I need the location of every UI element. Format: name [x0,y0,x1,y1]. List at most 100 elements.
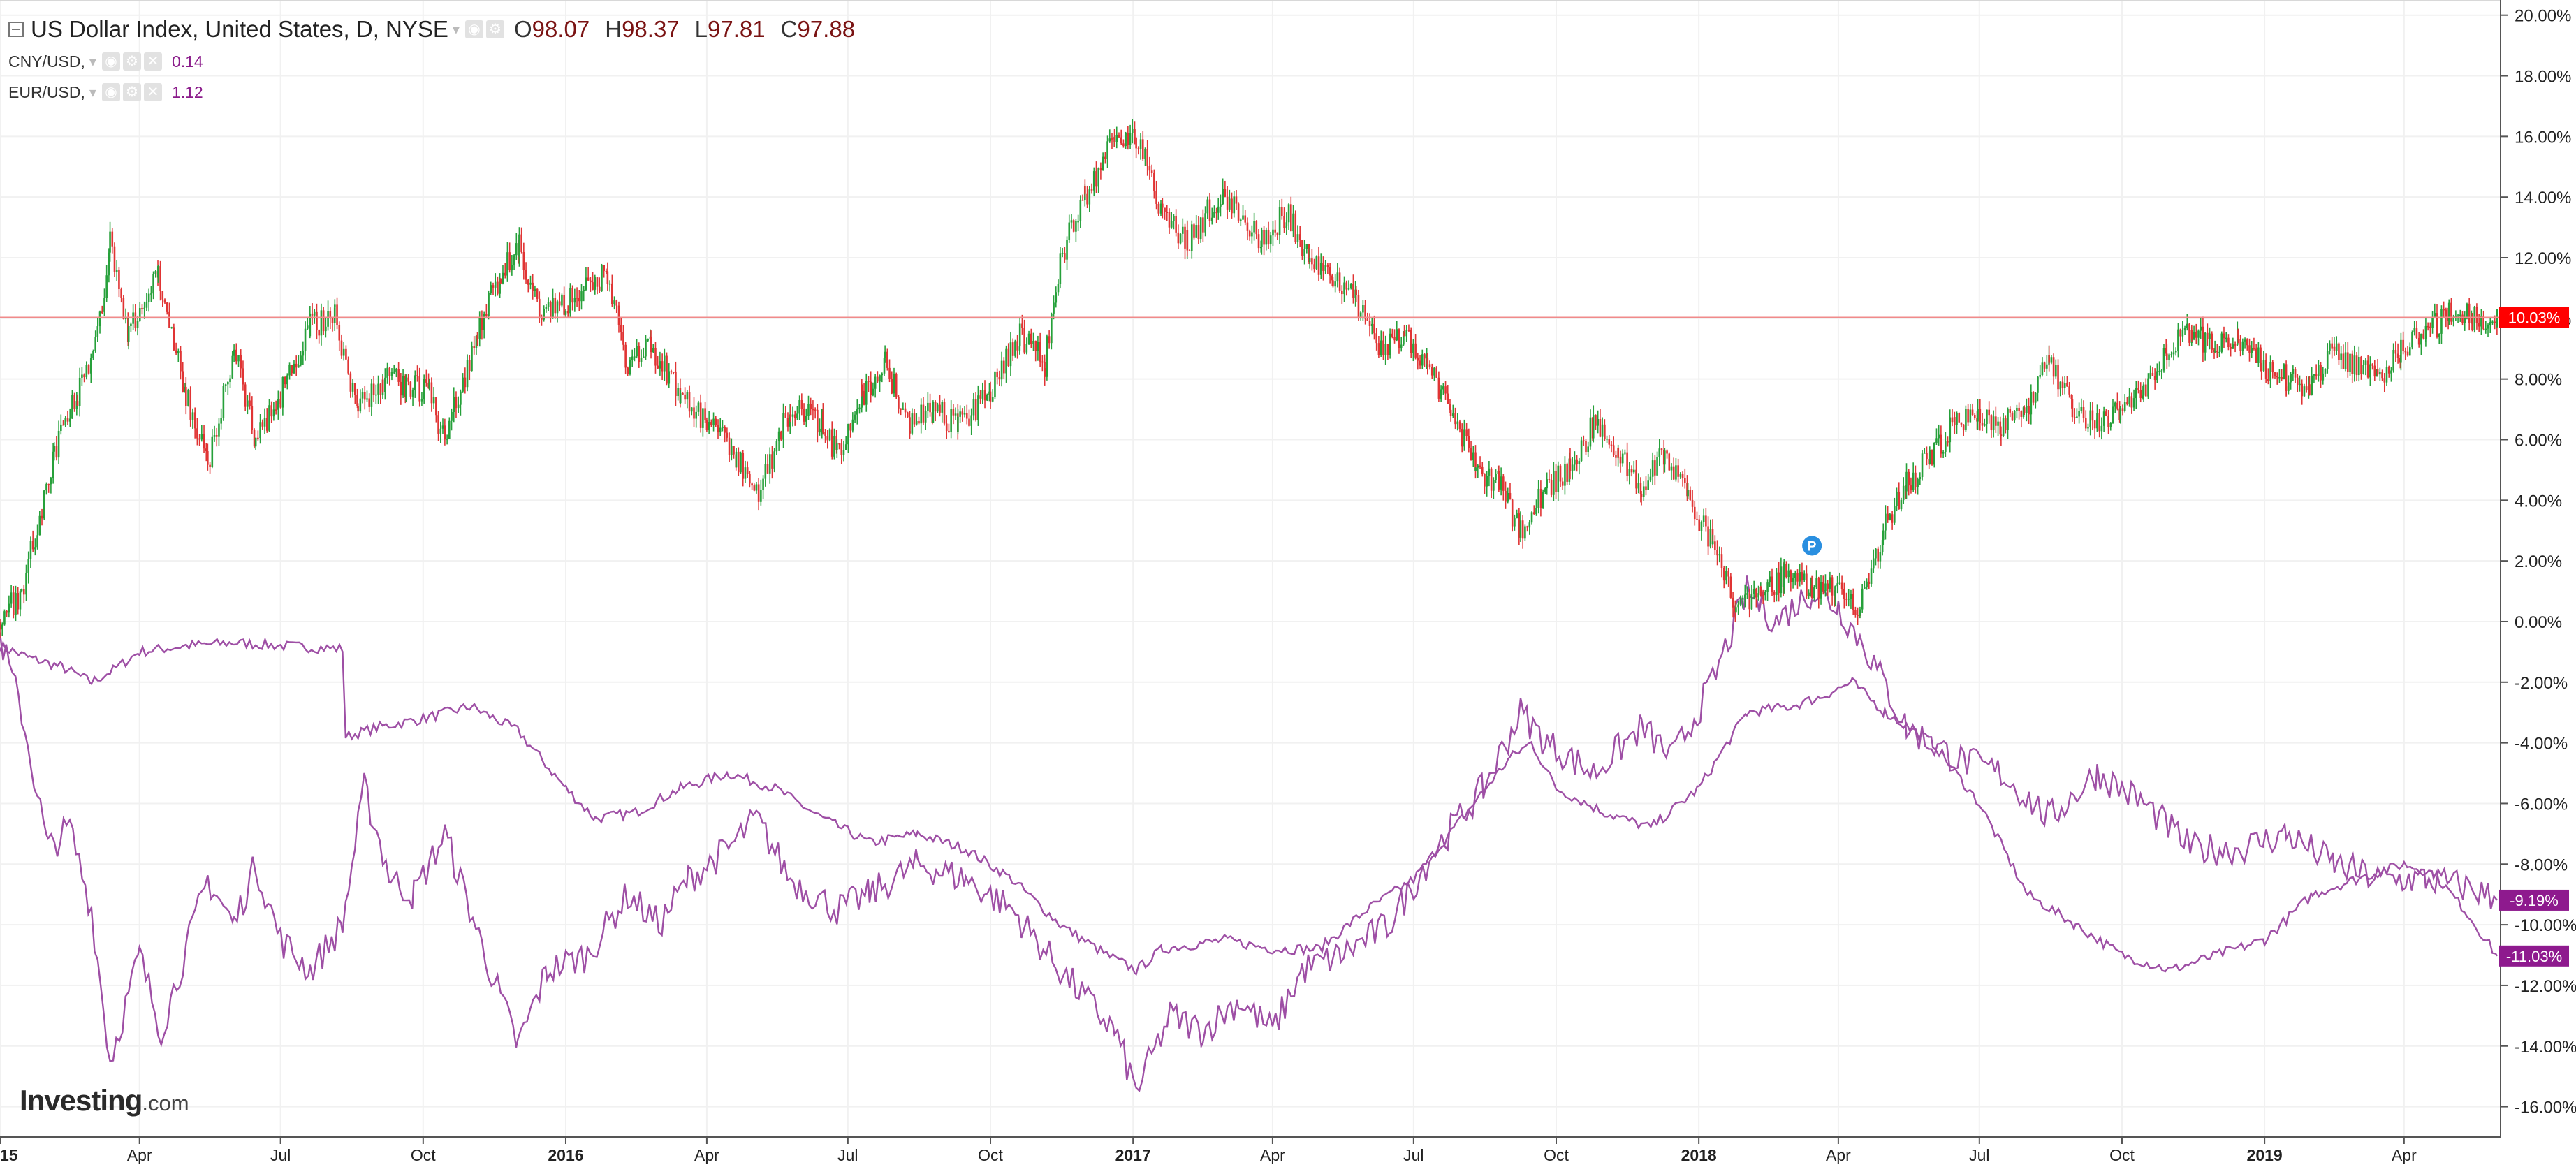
candle-up [293,363,295,374]
candle-up [1544,488,1546,492]
candle-up [1014,341,1016,356]
candle-down [2126,402,2128,404]
candle-down [2402,339,2404,351]
candle-down [1072,220,1075,232]
candle-down [1407,330,1410,331]
candle-down [622,332,624,345]
x-axis[interactable]: 2015 Apr Jul Oct 2016 Apr Jul Oct 2017 Apr Jul Oct 2… [0,1137,2417,1164]
collapse-icon[interactable] [8,22,24,37]
main-series-title[interactable]: US Dollar Index, United States, D, NYSE [31,16,448,42]
eye-icon[interactable]: ◉ [101,52,120,71]
chevron-down-icon[interactable]: ▾ [452,22,460,38]
candle-down [1615,455,1617,458]
candle-down [1840,582,1843,589]
candle-down [1377,343,1380,355]
candle-down [1157,204,1160,214]
candle-down [1660,448,1663,450]
x-tick-label: Oct [1544,1146,1569,1164]
candle-up [1259,247,1262,249]
candle-down [113,246,116,272]
candle-up [1632,469,1635,473]
candle-down [2211,333,2213,350]
chevron-down-icon[interactable]: ▾ [89,54,96,70]
investing-logo[interactable]: Investing.com [20,1084,189,1117]
candle-down [2468,303,2471,323]
candle-up [1917,479,1919,487]
candle-up [187,390,189,406]
candle-down [1044,367,1046,377]
candle-up [38,515,41,536]
candle-up [986,395,988,401]
candle-up [1296,234,1299,242]
candle-down [1281,207,1283,216]
candle-down [666,355,668,384]
candle-down [684,394,686,400]
candle-down [1298,234,1301,240]
gear-icon[interactable]: ⚙ [122,83,141,101]
candle-down [2195,332,2197,338]
series-label-eur[interactable]: EUR/USD, [8,82,85,101]
candle-up [2487,325,2489,329]
candle-up [2100,425,2103,432]
series-label-cny[interactable]: CNY/USD, [8,52,85,71]
close-icon[interactable]: ✕ [143,83,162,101]
candle-up [298,365,300,368]
candle-down [849,423,851,431]
low-value: 97.81 [708,16,766,42]
candle-down [1120,137,1122,144]
candle-up [1864,587,1866,589]
candle-up [52,451,54,478]
candle-down [989,391,992,402]
candle-down [1585,441,1587,453]
candle-up [2132,398,2135,408]
candle-up [136,321,139,328]
candle-up [1815,578,1817,588]
event-marker[interactable]: P [1802,536,1822,556]
candle-up [2162,348,2165,371]
legend-main-row[interactable]: US Dollar Index, United States, D, NYSE … [8,13,855,46]
candle-up [334,304,336,308]
candle-up [229,378,231,383]
candle-down [242,368,244,385]
candle-down [356,395,358,406]
gear-icon[interactable]: ⚙ [122,52,141,71]
candle-up [1088,189,1091,205]
candle-down [766,464,769,474]
candle-down [1368,321,1371,326]
candle-down [508,252,511,270]
chevron-down-icon[interactable]: ▾ [89,85,96,101]
candle-up [327,311,329,327]
last-value-tag-label: 10.03% [2508,309,2561,327]
candle-up [405,377,407,397]
candle-down [996,372,998,378]
legend-series-eur[interactable]: EUR/USD, ▾ ◉ ⚙ ✕ 1.12 [8,77,855,108]
candle-up [2080,406,2083,411]
candle-up [103,298,105,312]
candle-down [2260,363,2262,371]
candle-up [2438,333,2440,337]
marker-circle[interactable] [1802,536,1822,556]
candle-down [576,298,578,299]
candle-up [697,402,700,412]
gear-icon[interactable]: ⚙ [485,20,504,38]
candle-down [2443,309,2445,311]
candle-up [2142,395,2144,398]
candle-down [1630,469,1633,473]
legend-series-cny[interactable]: CNY/USD, ▾ ◉ ⚙ ✕ 0.14 [8,46,855,77]
candle-up [184,386,186,392]
candle-up [2473,307,2476,330]
candle-down [2227,337,2230,347]
y-axis[interactable]: 20.00%18.00%16.00%14.00%12.00%10.00%8.00… [2501,7,2576,1117]
close-value: 97.88 [797,16,856,42]
eye-icon[interactable]: ◉ [464,20,483,38]
candle-up [1813,587,1815,598]
candle-down [2071,399,2074,418]
candle-up [1637,483,1640,489]
close-icon[interactable]: ✕ [143,52,162,71]
eye-icon[interactable]: ◉ [101,83,120,101]
candle-down [1490,468,1493,491]
candle-down [2139,390,2142,398]
candle-up [941,402,944,413]
candle-down [538,298,541,318]
